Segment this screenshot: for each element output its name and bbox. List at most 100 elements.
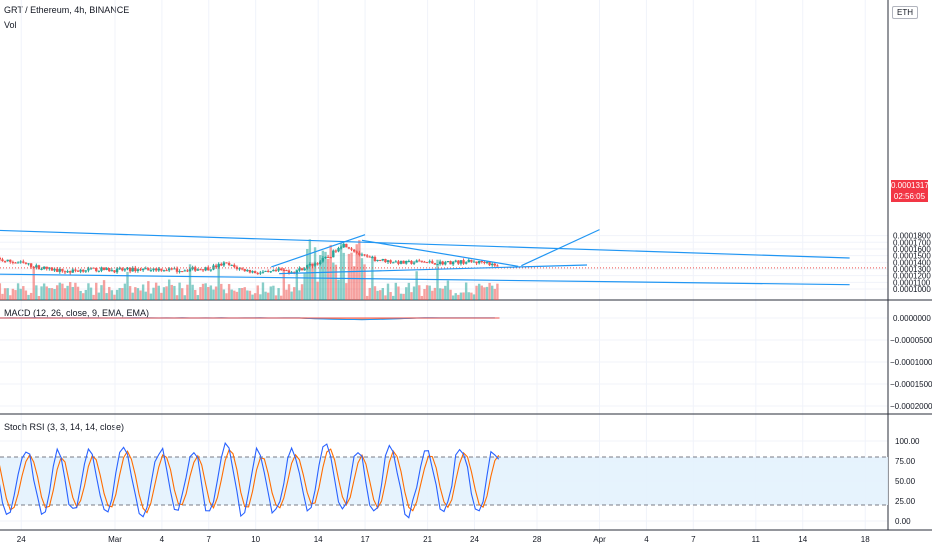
currency-badge[interactable]: ETH xyxy=(892,6,918,19)
candle-body xyxy=(152,268,155,271)
volume-bar xyxy=(82,293,85,300)
candle-body xyxy=(240,268,244,270)
candle-body xyxy=(0,257,2,260)
volume-bar xyxy=(381,287,384,300)
candle-body xyxy=(277,268,280,271)
volume-bar xyxy=(386,283,390,300)
candle-body xyxy=(467,259,470,263)
candle-body xyxy=(491,263,494,266)
volume-bar xyxy=(373,286,377,300)
volume-bar xyxy=(472,294,476,300)
volume-bar xyxy=(454,293,457,300)
volume-bar xyxy=(264,291,267,300)
volume-bar xyxy=(76,286,80,300)
stoch-axis-label: 0.00 xyxy=(895,517,911,526)
volume-bar xyxy=(144,291,147,300)
volume-bar xyxy=(123,283,127,300)
candle-body xyxy=(220,263,223,266)
candle-body xyxy=(22,261,25,263)
volume-bar xyxy=(235,291,239,300)
volume-bar xyxy=(0,283,2,300)
candle-body xyxy=(3,261,7,263)
price-axis-label: 0.0001800 xyxy=(893,232,931,241)
candle-body xyxy=(418,260,421,262)
candle-body xyxy=(451,261,455,265)
volume-bar xyxy=(446,280,450,300)
volume-bar xyxy=(131,292,134,300)
volume-bar xyxy=(326,258,330,300)
volume-bar xyxy=(154,282,158,300)
candle-body xyxy=(470,259,473,262)
candle-body xyxy=(459,260,463,264)
volume-bar xyxy=(451,295,455,300)
candle-body xyxy=(378,259,382,261)
candle-body xyxy=(74,269,77,271)
volume-bar xyxy=(37,295,41,300)
volume-bar xyxy=(402,293,405,300)
volume-bar xyxy=(485,286,489,300)
candle-body xyxy=(449,261,452,265)
candle-body xyxy=(352,249,356,252)
candle-body xyxy=(412,262,416,264)
volume-bar xyxy=(79,290,82,300)
volume-bar xyxy=(272,285,275,300)
candle-body xyxy=(196,269,200,271)
volume-bar xyxy=(240,288,244,300)
volume-bar xyxy=(53,289,56,300)
candle-body xyxy=(157,268,160,271)
volume-bar xyxy=(147,281,150,300)
volume-bar xyxy=(347,253,351,300)
stoch-band-fill xyxy=(0,457,888,505)
candle-body xyxy=(147,268,150,271)
candle-body xyxy=(87,268,90,271)
volume-bar xyxy=(139,290,142,300)
volume-bar xyxy=(50,288,54,300)
candle-body xyxy=(425,262,429,264)
candle-body xyxy=(261,271,265,273)
candle-body xyxy=(183,270,187,272)
volume-bar xyxy=(457,294,460,300)
candle-body xyxy=(128,267,132,272)
volume-bar xyxy=(352,266,356,300)
volume-bar xyxy=(441,288,444,300)
candle-body xyxy=(407,260,411,262)
volume-bar xyxy=(118,287,121,300)
volume-bar xyxy=(287,284,291,300)
volume-bar xyxy=(152,287,155,300)
price-axis-label: 0.0001000 xyxy=(893,285,931,294)
volume-bar xyxy=(27,294,30,300)
candle-body xyxy=(126,267,129,270)
candle-body xyxy=(173,268,176,270)
price-axis-label: 0.0001200 xyxy=(893,272,931,281)
volume-bar xyxy=(11,288,15,300)
volume-bar xyxy=(412,286,416,300)
candle-body xyxy=(100,267,103,271)
stoch-d-line xyxy=(0,448,500,514)
time-axis-label: 11 xyxy=(752,535,761,544)
volume-bar xyxy=(191,284,194,300)
candle-body xyxy=(483,261,486,263)
volume-bar xyxy=(9,295,12,300)
volume-bar xyxy=(251,294,254,300)
candle-body xyxy=(113,270,116,273)
volume-bar xyxy=(306,248,309,300)
volume-bar xyxy=(121,288,124,300)
volume-bar xyxy=(141,284,145,300)
candle-body xyxy=(162,270,166,272)
volume-bar xyxy=(128,286,132,300)
volume-bar xyxy=(316,281,319,300)
candle-body xyxy=(58,269,61,272)
volume-bar xyxy=(19,288,22,300)
time-axis-label: 24 xyxy=(470,535,479,544)
volume-bar xyxy=(186,284,189,300)
candle-body xyxy=(121,268,124,271)
candle-body xyxy=(376,259,379,262)
candle-body xyxy=(384,258,387,263)
candle-body xyxy=(149,270,153,272)
time-axis-label: 4 xyxy=(160,535,165,544)
volume-bar xyxy=(300,284,304,300)
volume-bar xyxy=(332,262,335,300)
volume-bar xyxy=(48,288,51,300)
price-axis-label: 0.0001100 xyxy=(893,278,931,287)
